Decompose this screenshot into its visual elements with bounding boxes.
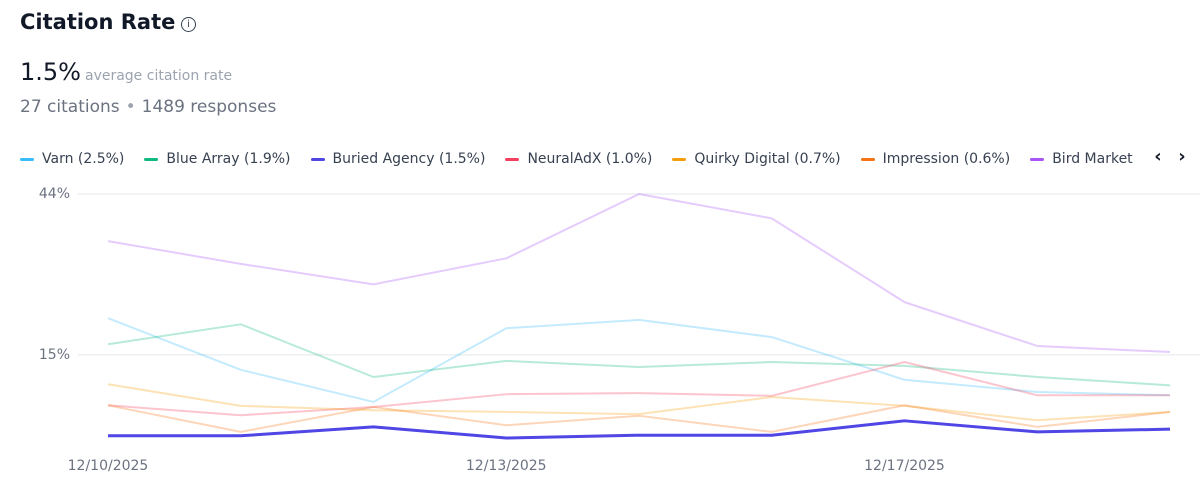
next-button[interactable]: › xyxy=(1178,146,1186,167)
legend-swatch xyxy=(860,157,875,161)
legend-item[interactable]: Bird Market xyxy=(1030,148,1133,170)
legend-item[interactable]: Impression (0.6%) xyxy=(860,148,1011,170)
series-line xyxy=(107,383,1171,422)
prev-button[interactable]: ‹ xyxy=(1154,146,1162,167)
legend-swatch xyxy=(310,157,325,161)
legend-swatch xyxy=(144,157,159,161)
responses: 1489 responses xyxy=(141,97,277,117)
citations: 27 citations xyxy=(20,97,120,117)
series-line xyxy=(107,404,1171,433)
info-icon[interactable]: i xyxy=(181,17,196,32)
legend-swatch xyxy=(505,157,520,161)
x-tick-label: 12/10/2025 xyxy=(68,458,149,474)
legend-label: Bird Market xyxy=(1052,151,1133,167)
y-tick-label: 44% xyxy=(39,186,70,202)
legend-item[interactable]: Varn (2.5%) xyxy=(20,148,124,170)
x-tick-label: 12/13/2025 xyxy=(466,458,547,474)
legend-label: Blue Array (1.9%) xyxy=(166,151,291,167)
legend-label: NeuralAdX (1.0%) xyxy=(527,151,653,167)
legend-swatch xyxy=(20,157,34,161)
legend: Varn (2.5%) Blue Array (1.9%) Buried Agenc… xyxy=(20,148,1143,170)
legend-nav: ‹ › xyxy=(1146,146,1194,167)
series-line xyxy=(107,323,1171,387)
series-line xyxy=(107,361,1170,417)
legend-label: Quirky Digital (0.7%) xyxy=(694,151,841,167)
legend-label: Buried Agency (1.5%) xyxy=(332,151,486,167)
legend-item[interactable]: NeuralAdX (1.0%) xyxy=(505,148,652,170)
series-line xyxy=(107,193,1171,354)
title: Citation Rate xyxy=(20,10,176,34)
legend-label: Impression (0.6%) xyxy=(882,151,1011,167)
average-label: average citation rate xyxy=(84,68,233,84)
counts: 27 citations • 1489 responses xyxy=(20,97,276,117)
y-tick-label: 15% xyxy=(39,347,70,363)
legend-swatch xyxy=(1030,157,1045,161)
legend-item[interactable]: Quirky Digital (0.7%) xyxy=(672,148,841,170)
legend-label: Varn (2.5%) xyxy=(42,151,125,167)
separator: • xyxy=(125,97,136,117)
x-tick-label: 12/17/2025 xyxy=(864,458,945,474)
average: 1.5% average citation rate xyxy=(20,58,232,86)
legend-swatch xyxy=(672,157,687,161)
average-value: 1.5% xyxy=(20,58,81,86)
legend-item[interactable]: Buried Agency (1.5%) xyxy=(310,148,486,170)
series-line xyxy=(108,419,1171,440)
series-line xyxy=(107,317,1171,403)
legend-item[interactable]: Blue Array (1.9%) xyxy=(144,148,291,170)
